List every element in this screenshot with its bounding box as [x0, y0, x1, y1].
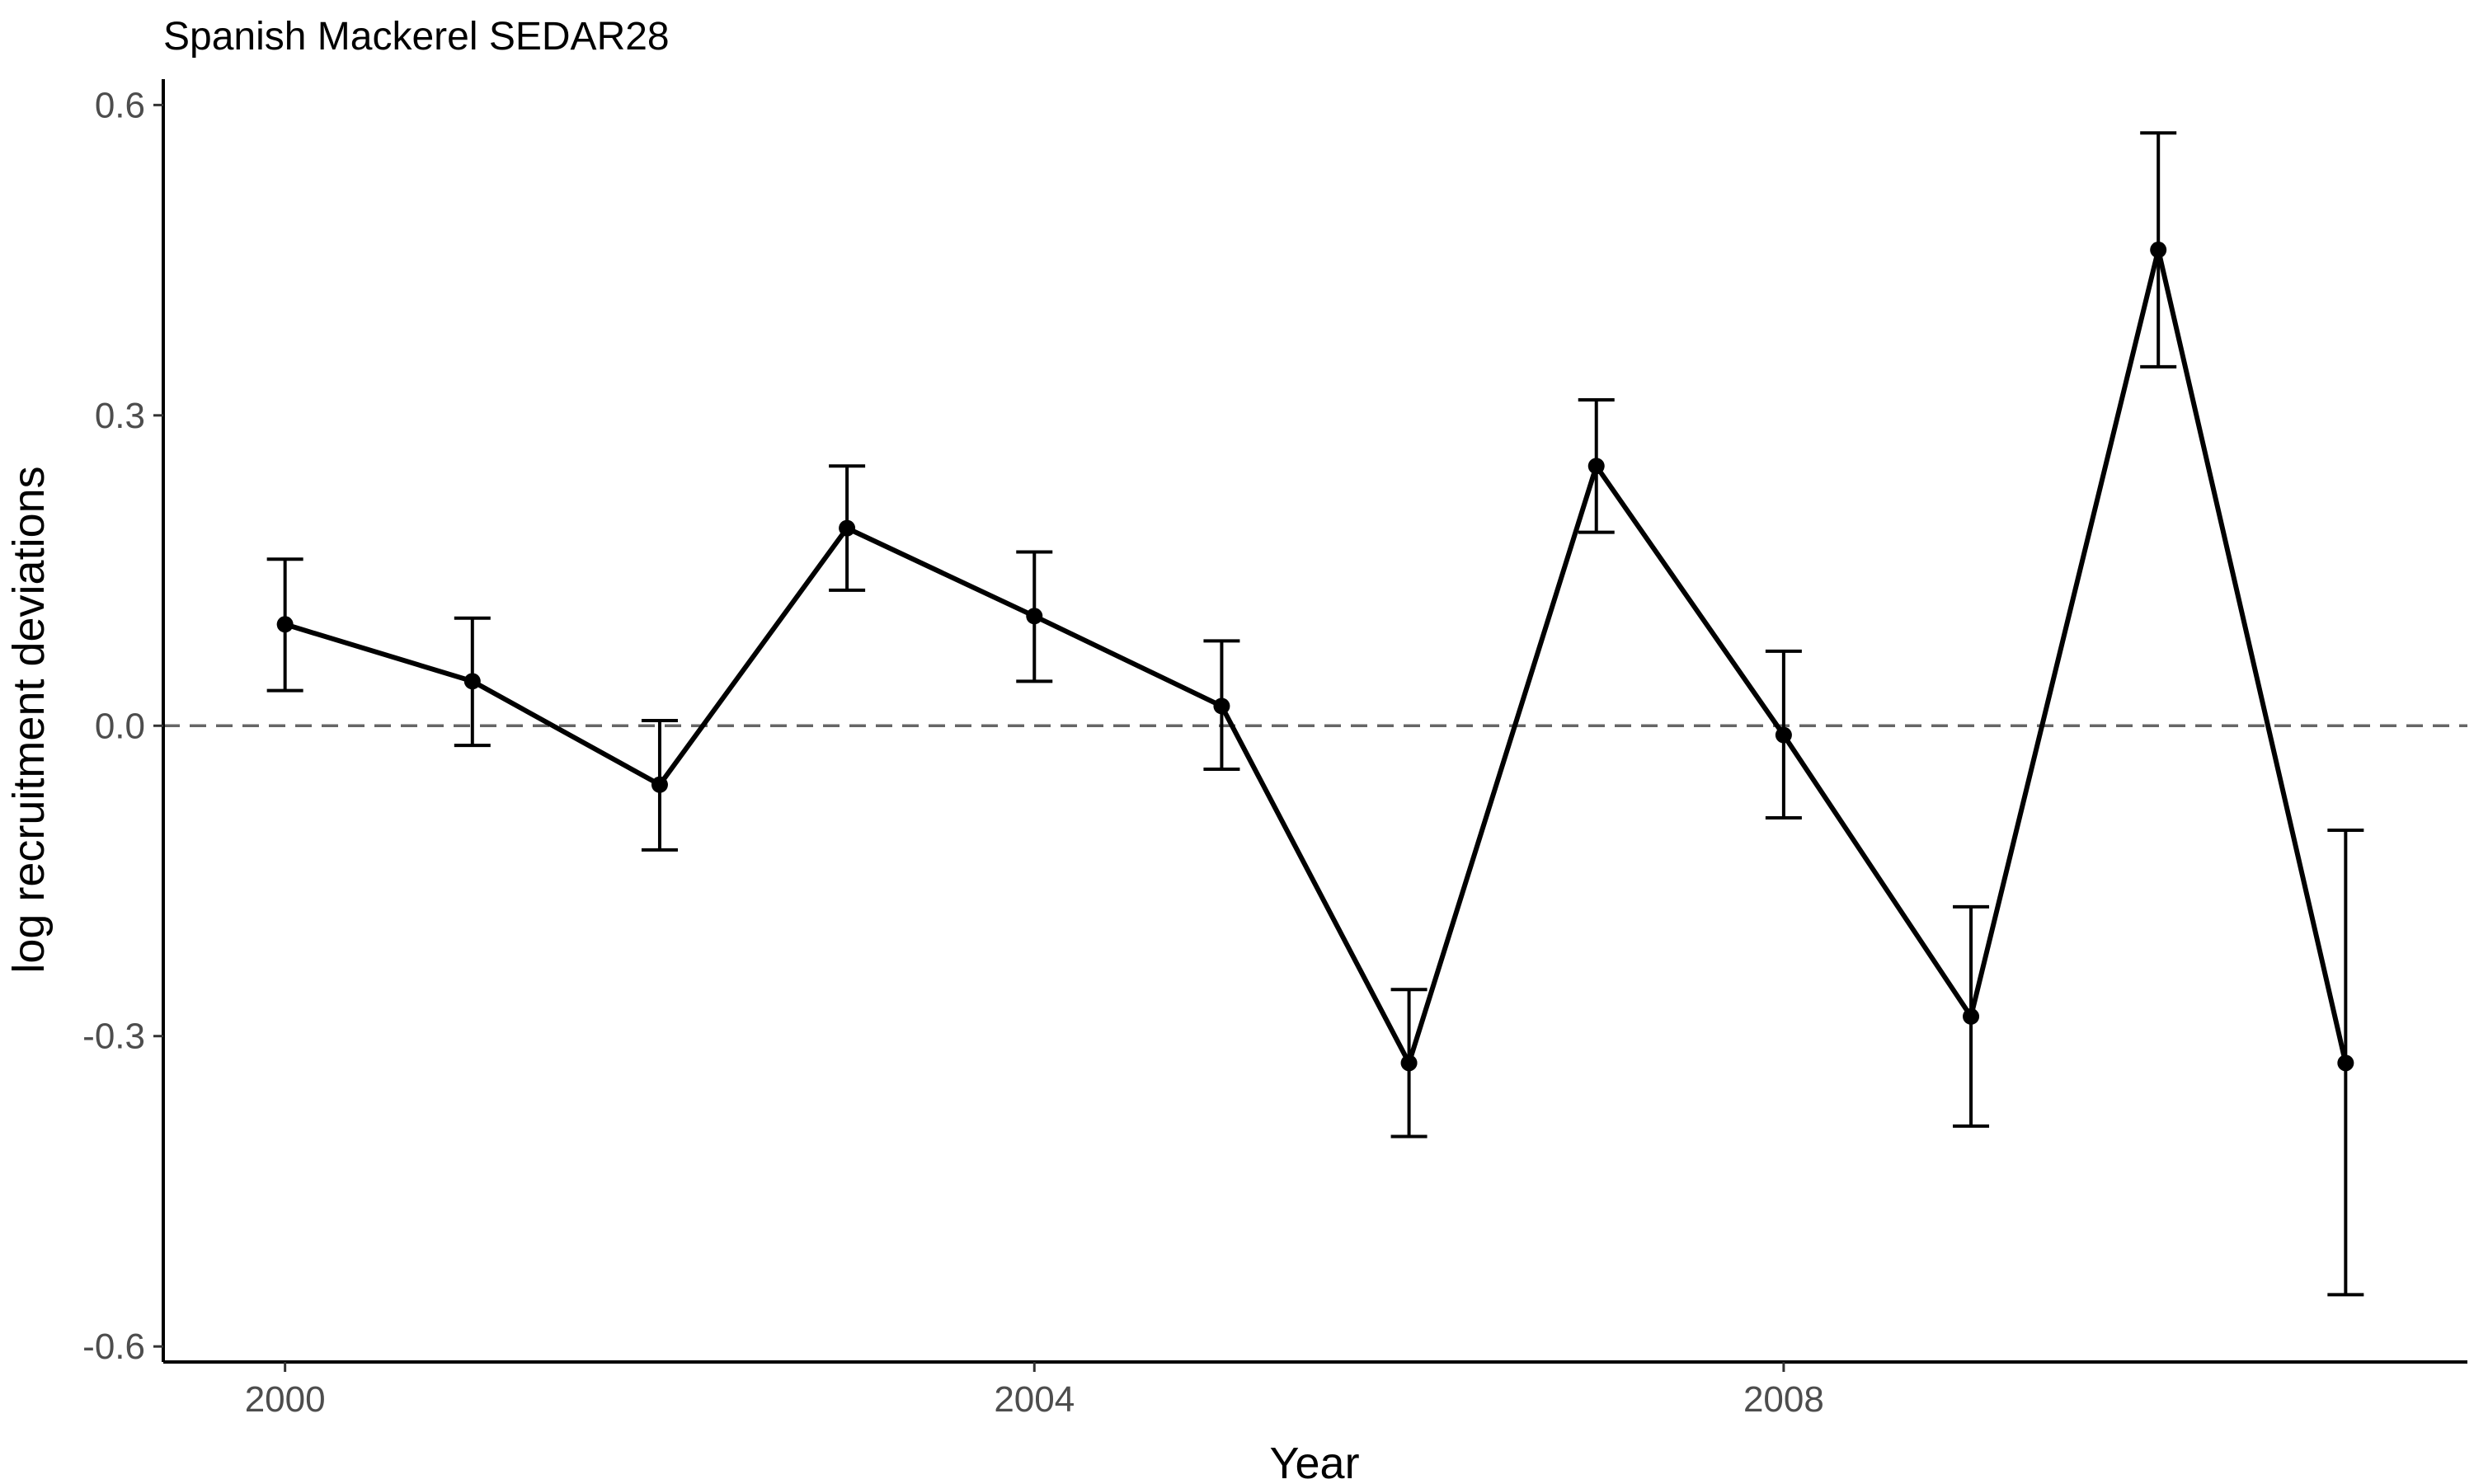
y-tick-label: -0.6	[82, 1327, 145, 1367]
data-point	[463, 673, 481, 690]
data-point	[2337, 1054, 2354, 1072]
data-point	[1026, 608, 1043, 625]
y-tick-label: 0.3	[95, 396, 145, 436]
y-tick-label: 0.0	[95, 706, 145, 746]
data-point	[276, 616, 294, 633]
x-tick-label: 2008	[1743, 1379, 1824, 1420]
x-tick-label: 2004	[994, 1379, 1075, 1420]
series-line	[284, 247, 2349, 1066]
y-tick-label: -0.3	[82, 1017, 145, 1057]
x-axis-label: Year	[1269, 1439, 1359, 1484]
data-point	[1963, 1007, 1980, 1025]
data-point	[1775, 726, 1792, 744]
data-point	[1400, 1054, 1418, 1072]
y-axis-label: log recruitment deviations	[4, 466, 54, 973]
chart-title: Spanish Mackerel SEDAR28	[163, 15, 670, 59]
data-point	[1587, 458, 1605, 475]
data-point	[1213, 697, 1230, 715]
data-point	[651, 776, 668, 793]
x-tick-label: 2000	[245, 1379, 326, 1420]
data-point	[2150, 242, 2167, 259]
y-tick-label: 0.6	[95, 85, 145, 125]
series-group	[266, 131, 2364, 1297]
data-point	[839, 519, 856, 537]
